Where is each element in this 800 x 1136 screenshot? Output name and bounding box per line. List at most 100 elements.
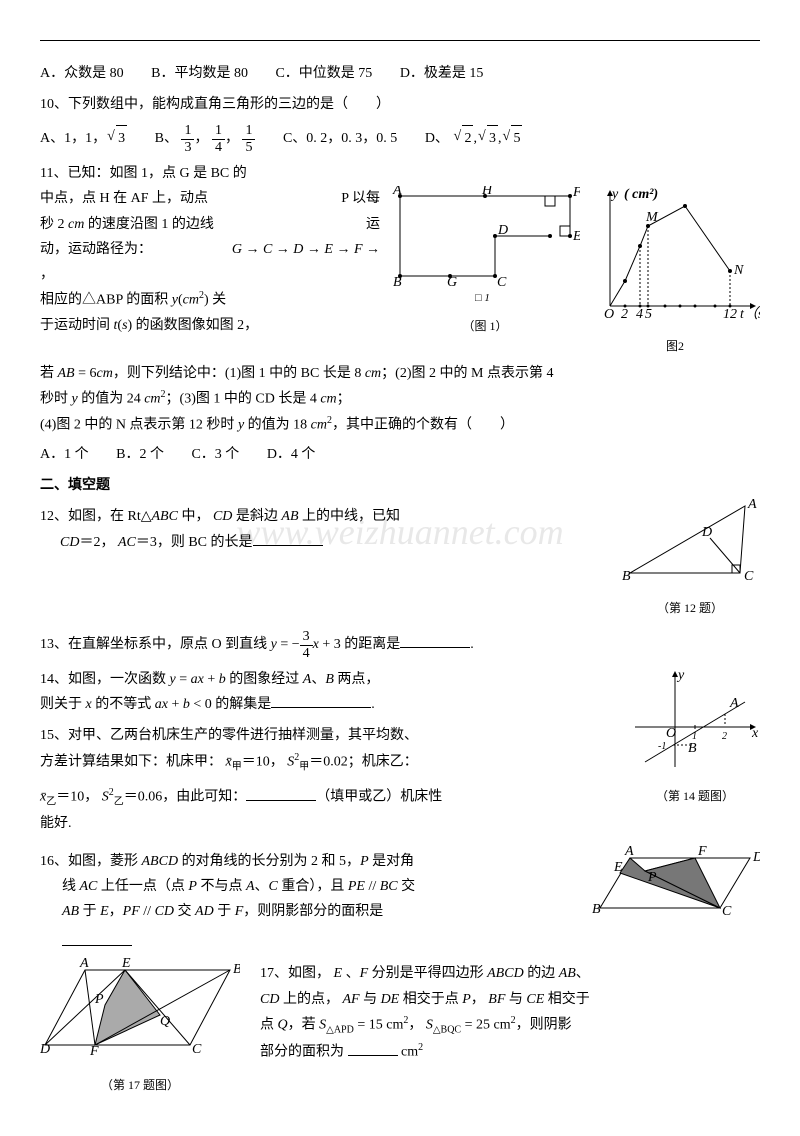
q15-sub4: 乙 [114, 796, 124, 807]
q11: 11、已知：如图 1，点 G 是 BC 的 y ( cm²) MN O 24 5… [40, 161, 760, 467]
q11-l9c: ，其中正确的个数有（ ） [332, 418, 514, 433]
q15-eq3: ＝10， [56, 790, 102, 805]
svg-text:B: B [592, 902, 601, 917]
q17-l1: 17、如图， [260, 966, 334, 981]
q15-l2a: 方差计算结果如下：机床甲： [40, 754, 226, 769]
svg-text:B: B [393, 275, 402, 290]
q16-blank [62, 931, 132, 946]
q10-a-pre: A、1，1， [40, 131, 106, 146]
q14-comma: 、 [311, 672, 325, 687]
q17-CE: CE [526, 992, 544, 1007]
svg-text:y: y [610, 187, 619, 202]
svg-text:C: C [744, 569, 754, 584]
q17-l1b: 分别是平得四边形 [368, 966, 487, 981]
q17-l3c: ，则阴影 [516, 1017, 572, 1032]
q16-P: P [360, 854, 369, 869]
q12-l1: 12、如图，在 Rt△ [40, 509, 152, 524]
q14-ax2: ax [155, 697, 168, 712]
svg-text:D: D [40, 1042, 50, 1057]
svg-text:2: 2 [621, 307, 628, 322]
q11-unit: cm [68, 217, 84, 232]
q17-l2f: 相交于 [544, 992, 590, 1007]
section-2-head: 二、填空题 [40, 473, 760, 498]
q11-l2b: 的速度沿图 1 的边线 [84, 217, 214, 232]
q11-c: C．3 个 [191, 442, 239, 467]
q14-caption: （第 14 题图） [630, 786, 760, 808]
q12-ab: AB [281, 509, 298, 524]
q11-u5: cm [320, 392, 336, 407]
q17: 17、如图， E 、F 分别是平得四边形 ABCD 的边 AB、 CD 上的点，… [260, 961, 760, 1065]
q14-l2: 则关于 [40, 697, 86, 712]
svg-text:F: F [572, 186, 580, 200]
q14-l1: 14、如图，一次函数 [40, 672, 170, 687]
q9-b: B．平均数是 80 [151, 61, 248, 86]
q15-l4: 能好. [40, 811, 760, 836]
q12-l1d: 上的中线，已知 [299, 509, 401, 524]
q16-par: // [365, 879, 380, 894]
q16-AD: AD [195, 904, 214, 919]
q16-l1c: 是对角 [369, 854, 415, 869]
q17-l2e: 与 [505, 992, 526, 1007]
svg-text:1: 1 [692, 731, 697, 742]
q16-E: E [100, 904, 109, 919]
q16-AC: AC [80, 879, 98, 894]
svg-text:G: G [447, 275, 457, 290]
svg-text:A: A [729, 696, 739, 711]
svg-text:D: D [497, 223, 508, 238]
q13-plus: + 3 的距离是 [319, 637, 400, 652]
q14-plus2: + [168, 697, 183, 712]
q11-l8b: 的值为 24 [78, 392, 145, 407]
q16-C: C [269, 879, 278, 894]
svg-text:-1: -1 [658, 741, 666, 752]
q11-l1: 中点，点 H 在 AF 上，动点 [40, 191, 208, 206]
svg-text:O: O [604, 307, 614, 322]
q17-eq2: = 25 cm [461, 1017, 511, 1032]
q17-sub2: △BQC [433, 1024, 461, 1035]
q16-l3d: 于 [214, 904, 235, 919]
q11-path: G → C → D → E → F → [232, 237, 380, 262]
q12-blank [253, 531, 323, 546]
q17-Q: Q [278, 1017, 288, 1032]
q10-a: A、1，1，3 [40, 125, 127, 151]
q10-d: D、 2,3,5 [425, 125, 523, 151]
q17-sep2: 、 [576, 966, 590, 981]
sqrt-2: 2 [462, 125, 473, 151]
q12-eq2: ＝3，则 BC 的长是 [136, 535, 253, 550]
q17-abcd: ABCD [487, 966, 524, 981]
q17-blank [348, 1041, 398, 1056]
svg-text:E: E [121, 956, 131, 971]
fig2-caption: 图2 [590, 336, 760, 358]
q11-eq: = 6 [75, 366, 97, 381]
q9-d: D．极差是 15 [400, 61, 484, 86]
q14-plus: + [204, 672, 219, 687]
q11-l3: 动，运动路径为： [40, 242, 152, 257]
q15-eq1: ＝10， [242, 754, 288, 769]
figure-1: AH FE DC GB □ 1 （图 1） [390, 186, 580, 337]
q11-a: A．1 个 [40, 442, 89, 467]
q14-ax: ax [191, 672, 204, 687]
svg-text:C: C [497, 275, 507, 290]
q11-l8a: 秒时 [40, 392, 72, 407]
q16-BC: BC [380, 879, 398, 894]
q16-l2d: 重合），且 [278, 879, 348, 894]
q17-AF: AF [342, 992, 359, 1007]
svg-text:F: F [89, 1044, 99, 1059]
svg-text:O: O [666, 726, 676, 741]
figure-q17: AE BC FD PQ （第 17 题图） [40, 955, 240, 1096]
q16-l3b: ， [109, 904, 123, 919]
q16-CD: CD [155, 904, 174, 919]
figure-q12: A B C D （第 12 题） [620, 498, 760, 619]
q17-sup3: 2 [418, 1042, 423, 1053]
q17-AB: AB [559, 966, 576, 981]
q12-caption: （第 12 题） [620, 598, 760, 620]
q11-l6: 于运动时间 [40, 318, 114, 333]
q10-b: B、 13， 14， 15 [155, 123, 256, 155]
q15-mid: （填甲或乙）机床性 [316, 790, 442, 805]
svg-text:D: D [752, 850, 760, 865]
q11-l2a: 秒 2 [40, 217, 68, 232]
q11-u: cm [183, 293, 199, 308]
q11-options: A．1 个 B．2 个 C．3 个 D．4 个 [40, 442, 760, 467]
q16-F: F [235, 904, 244, 919]
q9-options: A．众数是 80 B．平均数是 80 C．中位数是 75 D．极差是 15 [40, 61, 760, 86]
q11-d: D．4 个 [267, 442, 316, 467]
